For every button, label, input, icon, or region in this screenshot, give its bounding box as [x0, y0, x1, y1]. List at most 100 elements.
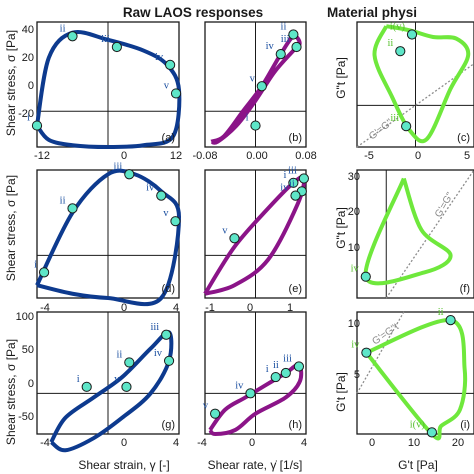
point-label-a-i: i [27, 113, 30, 124]
tick-a-y-neg20: -20 [18, 108, 34, 120]
tick-a-y-0: 0 [28, 80, 34, 92]
tick-f-y-30: 30 [348, 171, 360, 183]
point-label-i-iv: iv [351, 340, 360, 351]
point-a-iv [165, 59, 176, 70]
tick-c-x-0: 0 [415, 150, 421, 162]
tick-g-x-neg4: -4 [40, 437, 50, 449]
header-left: Raw LAOS responses [123, 5, 263, 20]
point-label-g-iii: iii [150, 322, 159, 333]
tick-h-x-neg4: -4 [197, 437, 207, 449]
tick-g-x-0: 0 [121, 437, 127, 449]
point-label-a-ii: ii [60, 23, 66, 34]
tick-g-y-neg50: -50 [18, 411, 34, 423]
panel-letter-h: (h) [289, 419, 302, 431]
point-h-ii [280, 367, 291, 379]
tick-i-x-20: 20 [452, 437, 464, 449]
ylabel-row1: Shear stress, σ [Pa] [4, 30, 18, 136]
point-b-v [256, 81, 267, 92]
tick-d-x-0: 0 [121, 302, 127, 314]
point-label-h-ii: ii [273, 360, 279, 371]
point-h-iv [245, 388, 256, 399]
point-e-iv [290, 190, 301, 201]
point-i-ii [445, 315, 456, 326]
tick-e-x-1: 1 [287, 302, 293, 314]
point-label-g-v: v [114, 374, 120, 385]
tick-h-x-0: 0 [249, 437, 255, 449]
ylabel-g1-bottom: G't [Pa] [334, 372, 348, 412]
point-c-ii [395, 46, 406, 57]
point-d-v [170, 216, 181, 227]
panel-letter-f: (f) [460, 283, 470, 295]
xlabel-g1: G't [Pa] [398, 458, 438, 472]
tick-b-x-008: 0.08 [295, 150, 316, 162]
tick-f-y-20: 20 [348, 206, 360, 218]
point-label-b-i: i [246, 113, 249, 124]
tick-g-y-50: 50 [22, 344, 34, 356]
loop-curve-f [363, 177, 453, 286]
point-g-v [121, 381, 132, 392]
point-label-i-i(v): i(v) [410, 419, 426, 430]
point-e-v [229, 233, 240, 244]
point-label-i-ii: ii [438, 307, 444, 318]
ylabel-g2-top: G"t [Pa] [334, 57, 348, 99]
tick-i-x-0: 0 [369, 437, 375, 449]
point-label-b-ii: ii [281, 22, 287, 33]
tick-i-x-10: 10 [408, 437, 420, 449]
tick-e-x-0: 0 [247, 302, 253, 314]
point-a-v [170, 88, 182, 99]
point-d-iv [156, 190, 167, 201]
point-label-a-v: v [164, 80, 170, 91]
point-label-c-i(v): i(v) [390, 22, 406, 33]
tick-d-x-neg4: -4 [40, 302, 50, 314]
point-label-e-v: v [222, 225, 228, 236]
point-g-i [81, 381, 92, 392]
tick-g-x-4: 4 [173, 437, 179, 449]
point-b-i [250, 120, 261, 131]
point-d-ii [67, 203, 78, 214]
tick-h-x-4: 4 [301, 437, 307, 449]
point-g-iii [161, 329, 172, 340]
loop-curve-c [372, 24, 471, 144]
point-label-h-iv: iv [235, 380, 244, 391]
point-e-iii [298, 173, 309, 184]
loop-curve-d [35, 168, 181, 307]
point-i-i(v) [426, 427, 437, 438]
point-label-h-iii: iii [283, 353, 292, 364]
header-right: Material physi [327, 5, 417, 20]
tick-a-x-12: 12 [170, 150, 182, 162]
tick-a-x-neg12: -12 [34, 150, 50, 162]
point-label-d-ii: ii [60, 195, 66, 206]
point-label-c-ii: ii [387, 38, 393, 49]
point-d-i [39, 267, 50, 278]
loop-curve-e [203, 174, 307, 296]
point-g-iv [163, 355, 175, 366]
panel-letter-c: (c) [457, 132, 470, 144]
point-a-iii [111, 41, 122, 53]
tick-g-y-0: 0 [28, 378, 34, 390]
point-c-i(v) [406, 29, 418, 40]
tick-a-x-0: 0 [121, 150, 127, 162]
point-c-iii [401, 121, 412, 132]
point-d-iii [124, 169, 135, 180]
point-label-g-i: i [77, 374, 80, 385]
loop-curve-h [208, 362, 304, 436]
point-e-i [288, 177, 299, 188]
xlabel-rate: Shear rate, γ̇ [1/s] [208, 458, 303, 472]
point-label-e-i: i [283, 170, 286, 181]
panel-letter-g: (g) [162, 419, 175, 431]
tick-a-y-20: 20 [22, 52, 34, 64]
panel-letter-d: (d) [162, 283, 175, 295]
point-b-iv [275, 49, 286, 60]
point-label-d-iv: iv [146, 183, 155, 194]
tick-i-y-10: 10 [348, 318, 360, 330]
point-g-ii [124, 357, 135, 368]
point-label-a-iii: iii [101, 34, 110, 45]
point-label-b-iv: iv [266, 41, 275, 52]
ylabel-g2-mid: G"t [Pa] [334, 207, 348, 249]
panel-letter-e: (e) [289, 283, 302, 295]
tick-c-x-neg5: -5 [364, 150, 374, 162]
point-label-a-iv: iv [155, 52, 164, 63]
diag-label-f: G'=G" [433, 190, 456, 219]
tick-b-x-000: 0.00 [246, 150, 267, 162]
